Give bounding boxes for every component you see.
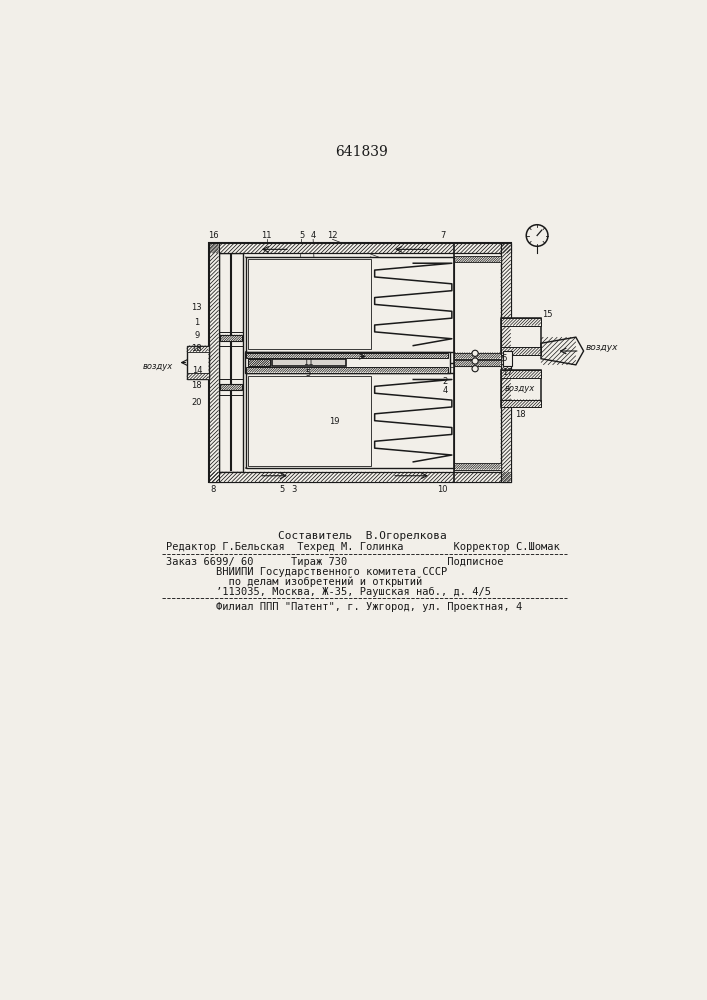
Text: 13: 13 bbox=[192, 303, 202, 312]
Text: воздух: воздух bbox=[586, 343, 619, 352]
Bar bbox=[272, 359, 346, 366]
Text: 2: 2 bbox=[443, 377, 448, 386]
Text: 14: 14 bbox=[192, 366, 202, 375]
Bar bbox=[245, 352, 450, 373]
Bar bbox=[248, 359, 270, 366]
Text: Редактор Г.Бельская  Техред М. Голинка        Корректор С.Шомак: Редактор Г.Бельская Техред М. Голинка Ко… bbox=[166, 542, 560, 552]
Text: 10: 10 bbox=[438, 485, 448, 494]
Text: 20: 20 bbox=[192, 398, 202, 407]
Text: 4: 4 bbox=[310, 231, 316, 240]
Bar bbox=[454, 360, 501, 366]
Text: 16: 16 bbox=[208, 231, 218, 240]
Bar bbox=[209, 243, 218, 482]
Text: 5: 5 bbox=[279, 485, 285, 494]
Bar bbox=[454, 353, 501, 359]
Bar bbox=[248, 259, 370, 349]
Bar bbox=[501, 400, 541, 407]
Bar bbox=[187, 346, 209, 352]
Text: 19: 19 bbox=[329, 417, 339, 426]
Text: 5: 5 bbox=[299, 231, 304, 240]
Text: по делам изобретений и открытий: по делам изобретений и открытий bbox=[166, 577, 422, 587]
Text: Филиал ППП "Патент", г. Ужгород, ул. Проектная, 4: Филиал ППП "Патент", г. Ужгород, ул. Про… bbox=[166, 602, 522, 612]
Bar bbox=[503, 351, 513, 366]
Circle shape bbox=[472, 358, 478, 364]
Text: Заказ 6699/ 60      Тираж 730                Подписное: Заказ 6699/ 60 Тираж 730 Подписное bbox=[166, 557, 503, 567]
Text: 15: 15 bbox=[542, 310, 552, 319]
Bar bbox=[501, 347, 541, 355]
Bar bbox=[220, 384, 242, 390]
Text: 18: 18 bbox=[192, 344, 202, 353]
Text: Составитель  В.Огорелкова: Составитель В.Огорелкова bbox=[278, 531, 446, 541]
Bar bbox=[247, 367, 448, 373]
Bar bbox=[246, 257, 454, 352]
Bar bbox=[501, 318, 541, 326]
Bar bbox=[454, 366, 501, 470]
Bar bbox=[501, 318, 541, 355]
Bar bbox=[248, 376, 370, 466]
Text: 4: 4 bbox=[443, 386, 448, 395]
Text: 17: 17 bbox=[503, 368, 513, 377]
Bar bbox=[187, 346, 209, 379]
Text: 8: 8 bbox=[211, 485, 216, 494]
Bar bbox=[501, 370, 541, 407]
Bar bbox=[454, 257, 501, 359]
Bar bbox=[209, 243, 510, 482]
Bar bbox=[247, 353, 448, 358]
Circle shape bbox=[472, 350, 478, 356]
Bar bbox=[454, 463, 501, 470]
Text: 18: 18 bbox=[515, 410, 526, 419]
Text: ’113035, Москва, Ж-35, Раушская наб., д. 4/5: ’113035, Москва, Ж-35, Раушская наб., д.… bbox=[166, 587, 491, 597]
Text: 7: 7 bbox=[440, 231, 445, 240]
Text: 641839: 641839 bbox=[336, 145, 388, 159]
Text: 12: 12 bbox=[327, 231, 338, 240]
Circle shape bbox=[472, 366, 478, 372]
Text: воздух: воздух bbox=[505, 384, 534, 393]
Text: 11: 11 bbox=[303, 358, 314, 367]
Bar bbox=[454, 256, 501, 262]
Bar bbox=[248, 359, 270, 366]
Bar bbox=[246, 373, 454, 468]
Bar bbox=[220, 335, 242, 341]
Text: 3: 3 bbox=[291, 485, 296, 494]
Text: 1: 1 bbox=[194, 318, 199, 327]
Bar bbox=[218, 253, 243, 472]
Text: воздух: воздух bbox=[143, 362, 173, 371]
Bar bbox=[501, 243, 510, 482]
Text: 11: 11 bbox=[262, 231, 272, 240]
Text: 18: 18 bbox=[192, 381, 202, 390]
Bar bbox=[218, 253, 501, 472]
Bar bbox=[501, 370, 541, 378]
Bar bbox=[209, 243, 510, 253]
Text: 5: 5 bbox=[306, 369, 311, 378]
Text: 6: 6 bbox=[502, 354, 507, 363]
Bar bbox=[209, 472, 510, 482]
Text: ВНИИПИ Государственного комитета СССР: ВНИИПИ Государственного комитета СССР bbox=[166, 567, 447, 577]
Text: 9: 9 bbox=[194, 331, 199, 340]
Bar bbox=[187, 373, 209, 379]
